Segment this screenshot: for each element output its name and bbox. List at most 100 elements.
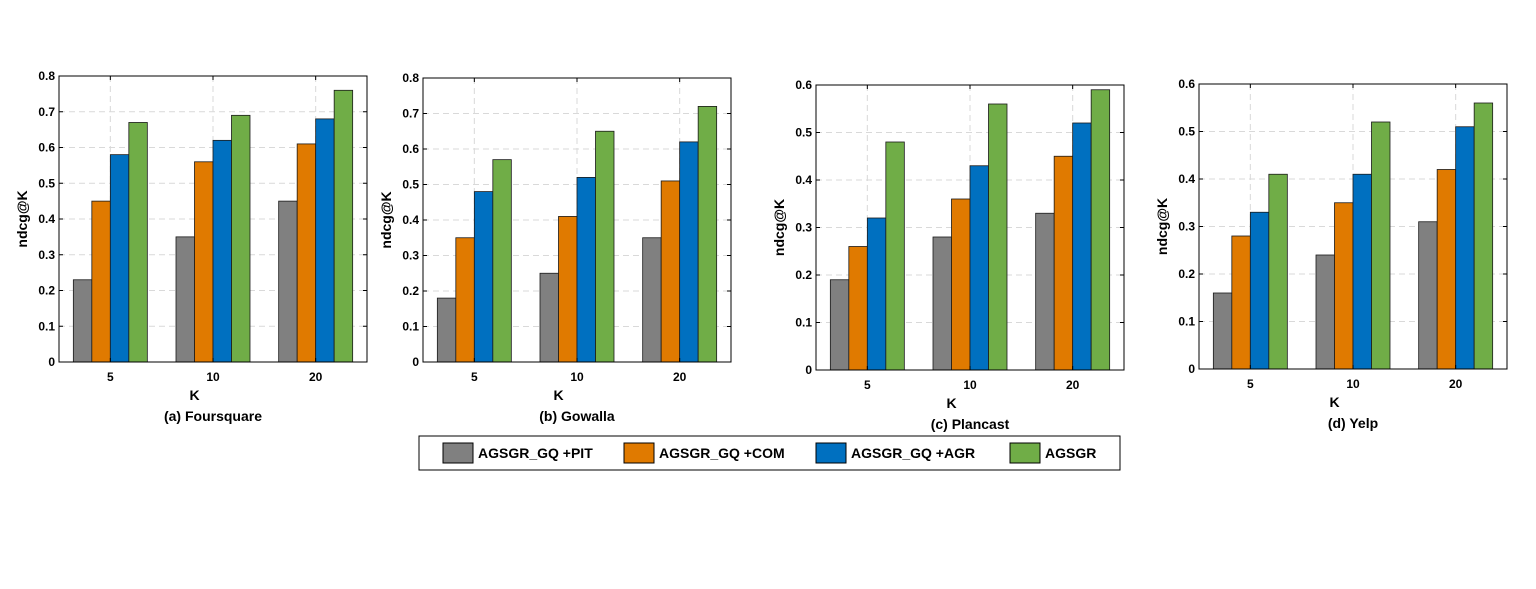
y-tick-label: 0.4 [38,212,55,226]
legend-label-pit: AGSGR_GQ +PIT [478,445,593,461]
y-tick-label: 0.3 [402,249,419,263]
y-tick-label: 0.5 [1178,125,1195,139]
legend-label-agr: AGSGR_GQ +AGR [851,445,975,461]
y-tick-label: 0 [412,355,419,369]
y-tick-label: 0.1 [795,316,812,330]
bar-pit-k20 [1418,221,1438,370]
chart-panel-3: 0 0.1 0.2 0.3 0.4 0.5 0.6 5 10 20 K (d) Yelp ndcg@K [1154,77,1508,431]
x-tick-label: 20 [1066,378,1080,392]
bar-agsgr-k20 [333,89,354,363]
legend-label-agsgr: AGSGR [1045,445,1096,461]
legend-label-com: AGSGR_GQ +COM [659,445,785,461]
bar-com-k10 [1334,202,1354,370]
legend: AGSGR_GQ +PIT AGSGR_GQ +COM AGSGR_GQ +AG… [418,435,1121,471]
chart-panel-1: 0 0.1 0.2 0.3 0.4 0.5 0.6 0.7 0.8 5 10 20 K (b) Gowal… [378,71,732,424]
bar-pit-k5 [72,279,93,363]
chart-panels: 0 0.1 0.2 0.3 0.4 0.5 0.6 0.7 0.8 5 10 20 K (a) Fours… [14,69,1508,432]
x-tick-label: 10 [570,370,584,384]
y-tick-label: 0.8 [402,71,419,85]
bar-agr-k10 [969,165,989,371]
bar-agr-k5 [1249,211,1270,370]
x-tick-label: 10 [963,378,977,392]
x-axis-label: K [1329,394,1339,410]
bar-agr-k20 [1455,126,1475,370]
chart-caption: (d) Yelp [1328,415,1378,431]
bar-com-k5 [848,246,868,371]
bar-agsgr-k20 [1473,102,1494,370]
y-tick-label: 0 [1188,362,1195,376]
legend-box [418,435,1121,471]
bar-agsgr-k10 [595,130,615,363]
y-tick-label: 0 [48,355,55,369]
legend-swatch-pit [442,442,474,464]
x-axis-label: K [946,395,956,411]
bar-agsgr-k10 [231,114,251,363]
bar-agr-k10 [1352,173,1372,370]
y-tick-label: 0.2 [402,284,419,298]
chart-caption: (b) Gowalla [539,408,615,424]
y-axis-label: ndcg@K [1154,198,1170,255]
bar-pit-k5 [829,279,850,371]
bar-agr-k20 [315,118,335,363]
legend-swatch-agsgr [1009,442,1041,464]
bar-agr-k10 [212,139,232,363]
bar-com-k20 [1436,169,1457,370]
x-tick-label: 10 [1346,377,1360,391]
bar-com-k5 [91,200,111,363]
bar-com-k20 [660,180,681,363]
bar-agr-k5 [866,217,887,371]
y-tick-label: 0.8 [38,69,55,83]
bar-pit-k5 [436,297,457,363]
y-axis-label: ndcg@K [14,190,30,247]
bar-pit-k20 [642,237,662,363]
y-tick-label: 0.4 [402,213,419,227]
bar-pit-k10 [175,236,195,363]
y-tick-label: 0.5 [38,176,55,190]
bar-com-k10 [558,216,578,363]
y-tick-label: 0.2 [795,268,812,282]
bar-pit-k10 [539,272,559,363]
bar-com-k20 [1053,155,1074,371]
y-tick-label: 0 [805,363,812,377]
bar-pit-k5 [1212,292,1233,370]
x-tick-label: 5 [864,378,871,392]
y-tick-label: 0.7 [402,107,419,121]
bar-agr-k20 [1072,122,1092,371]
y-tick-label: 0.1 [402,320,419,334]
bar-agr-k20 [679,141,699,363]
bar-agr-k5 [473,191,494,363]
bar-agsgr-k20 [1090,89,1111,371]
bar-agr-k10 [576,176,596,363]
bar-agr-k5 [109,154,130,363]
x-tick-label: 10 [206,370,220,384]
legend-swatch-agr [815,442,847,464]
x-tick-label: 5 [471,370,478,384]
y-tick-label: 0.4 [795,173,812,187]
y-tick-label: 0.2 [1178,267,1195,281]
y-tick-label: 0.2 [38,284,55,298]
chart-panel-2: 0 0.1 0.2 0.3 0.4 0.5 0.6 5 10 20 K (c) Plancast ndc… [771,78,1125,432]
y-tick-label: 0.6 [795,78,812,92]
y-tick-label: 0.3 [38,248,55,262]
bar-com-k5 [1231,235,1251,370]
y-tick-label: 0.3 [1178,220,1195,234]
y-tick-label: 0.1 [1178,315,1195,329]
y-tick-label: 0.1 [38,319,55,333]
x-tick-label: 20 [309,370,323,384]
x-tick-label: 20 [1449,377,1463,391]
legend-swatch-com [623,442,655,464]
bar-agsgr-k5 [128,122,148,363]
bar-com-k10 [194,161,214,363]
y-axis-label: ndcg@K [378,191,394,248]
bar-agsgr-k10 [988,103,1008,371]
x-axis-label: K [553,387,563,403]
bar-agsgr-k20 [697,106,718,363]
x-tick-label: 5 [107,370,114,384]
bar-agsgr-k5 [885,141,905,371]
bar-pit-k20 [1035,212,1055,371]
bar-com-k20 [296,143,317,363]
y-tick-label: 0.5 [795,126,812,140]
y-tick-label: 0.5 [402,178,419,192]
chart-panel-0: 0 0.1 0.2 0.3 0.4 0.5 0.6 0.7 0.8 5 10 20 K (a) Fours… [14,69,368,424]
